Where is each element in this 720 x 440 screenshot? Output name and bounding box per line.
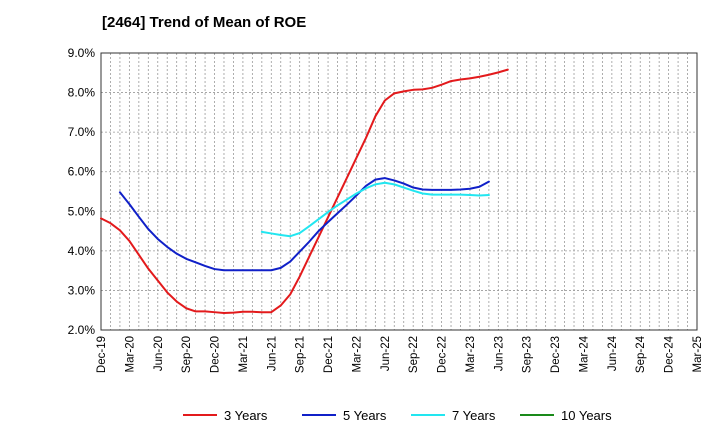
chart-title: [2464] Trend of Mean of ROE xyxy=(102,14,307,31)
y-tick-label: 7.0% xyxy=(68,125,96,139)
x-tick-label: Dec-21 xyxy=(323,336,335,373)
x-tick-label: Mar-25 xyxy=(692,336,704,372)
y-tick-label: 3.0% xyxy=(68,283,96,297)
x-tick-label: Mar-24 xyxy=(578,335,590,372)
x-tick-label: Sep-24 xyxy=(635,335,647,373)
x-tick-label: Dec-23 xyxy=(550,336,562,373)
series-line-3-years xyxy=(100,68,509,314)
y-tick-label: 5.0% xyxy=(68,204,96,218)
y-tick-label: 4.0% xyxy=(68,244,96,258)
plot-area-border xyxy=(100,52,698,331)
x-tick-label: Jun-24 xyxy=(607,335,619,371)
x-tick-label: Sep-20 xyxy=(181,336,193,373)
x-tick-label: Mar-22 xyxy=(351,336,363,372)
x-tick-label: Jun-20 xyxy=(153,336,165,371)
x-axis-ticks: Dec-19 Mar-20 Jun-20 Sep-20 Dec-20 Mar-21 Jun-… xyxy=(96,335,704,373)
y-tick-label: 2.0% xyxy=(68,323,96,337)
y-axis-ticks: 2.0% 3.0% 4.0% 5.0% 6.0% 7.0% 8.0% 9.0% xyxy=(68,46,96,337)
series-lines xyxy=(100,68,509,314)
x-tick-label: Mar-20 xyxy=(124,336,136,372)
x-tick-label: Mar-23 xyxy=(465,336,477,372)
legend-label-7-years: 7 Years xyxy=(452,408,496,423)
legend-label-3-years: 3 Years xyxy=(224,408,268,423)
x-tick-label: Sep-22 xyxy=(408,336,420,373)
x-tick-label: Dec-20 xyxy=(210,336,222,373)
series-line-5-years xyxy=(118,177,490,272)
x-tick-label: Sep-21 xyxy=(295,336,307,373)
y-tick-label: 9.0% xyxy=(68,46,96,60)
x-tick-label: Dec-22 xyxy=(437,336,449,373)
x-tick-label: Jun-23 xyxy=(493,336,505,371)
legend: 3 Years 5 Years 7 Years 10 Years xyxy=(183,408,612,423)
legend-label-10-years: 10 Years xyxy=(561,408,612,423)
grid-lines xyxy=(101,53,697,330)
y-tick-label: 6.0% xyxy=(68,165,96,179)
y-tick-label: 8.0% xyxy=(68,86,96,100)
x-tick-label: Jun-21 xyxy=(266,336,278,371)
legend-label-5-years: 5 Years xyxy=(343,408,387,423)
x-tick-label: Dec-24 xyxy=(664,335,676,373)
series-line-7-years xyxy=(260,181,490,238)
x-tick-label: Mar-21 xyxy=(238,336,250,372)
x-tick-label: Jun-22 xyxy=(380,336,392,371)
x-tick-label: Dec-19 xyxy=(96,336,108,373)
x-tick-label: Sep-23 xyxy=(522,336,534,373)
